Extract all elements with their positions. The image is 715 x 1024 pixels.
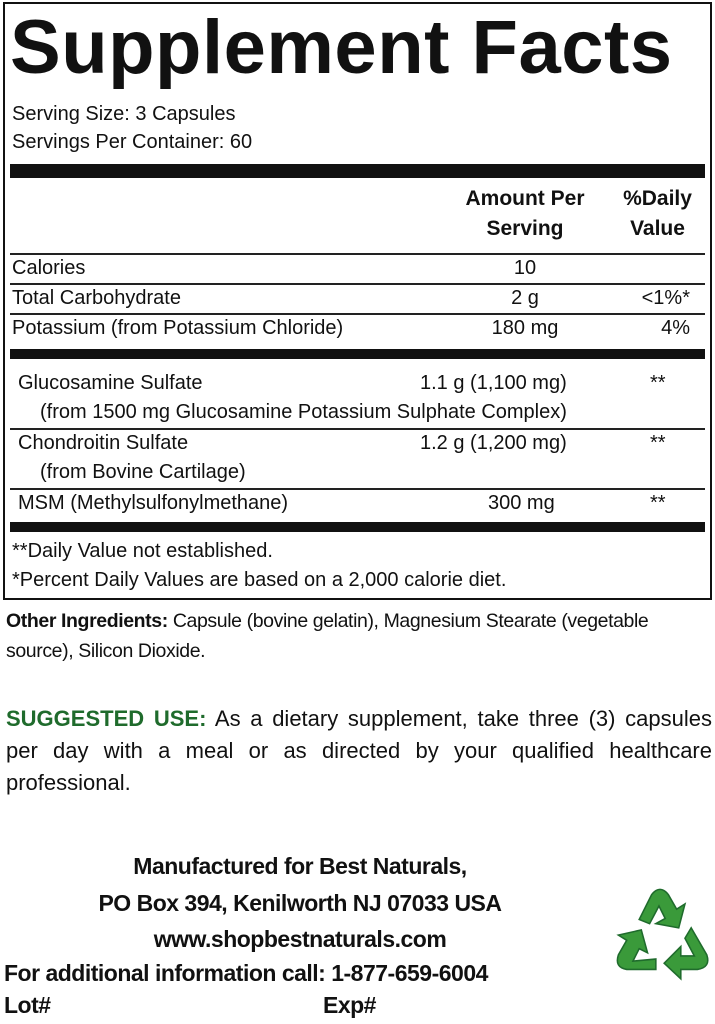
row-amount: 2 g: [511, 287, 539, 309]
manufacturer-address: PO Box 394, Kenilworth NJ 07033 USA: [98, 890, 502, 916]
divider-thick: [10, 349, 705, 359]
website: www.shopbestnaturals.com: [153, 926, 447, 952]
row-subtext: (from 1500 mg Glucosamine Potassium Sulp…: [40, 401, 567, 423]
row-dv: **: [650, 492, 666, 514]
row-amount: 1.1 g (1,100 mg): [420, 372, 567, 394]
row-subtext: (from Bovine Cartilage): [40, 461, 246, 483]
exp-label: Exp#: [323, 992, 376, 1018]
row-dv: **: [650, 432, 666, 454]
row-name: MSM (Methylsulfonylmethane): [18, 492, 289, 514]
amount-header: Amount Per Serving: [440, 184, 610, 244]
supplement-facts-panel: [3, 2, 712, 600]
amount-header-line1: Amount Per: [465, 187, 585, 210]
divider: [10, 428, 705, 430]
dv-header-line1: %Daily: [623, 187, 692, 210]
recycle-icon: [616, 888, 709, 981]
row-dv: <1%*: [641, 287, 690, 309]
other-ingredients: Other Ingredients: Capsule (bovine gelat…: [6, 606, 711, 666]
row-name: Total Carbohydrate: [12, 287, 181, 309]
phone-info: For additional information call: 1-877-6…: [4, 960, 488, 986]
panel-title: Supplement Facts: [10, 5, 673, 90]
row-name: Potassium (from Potassium Chloride): [12, 317, 344, 339]
row-amount: 10: [513, 257, 537, 279]
dv-header-line2: Value: [630, 217, 685, 240]
divider: [10, 283, 705, 285]
row-amount: 180 mg: [491, 317, 559, 339]
serving-size: Serving Size: 3 Capsules: [12, 103, 236, 125]
row-name: Chondroitin Sulfate: [18, 432, 189, 454]
row-amount: 1.2 g (1,200 mg): [420, 432, 567, 454]
suggested-use: SUGGESTED USE: As a dietary supplement, …: [6, 703, 712, 799]
manufacturer-line: Manufactured for Best Naturals,: [133, 853, 467, 879]
daily-value-header: %Daily Value: [605, 184, 710, 244]
divider: [10, 313, 705, 315]
divider: [10, 488, 705, 490]
row-name: Calories: [12, 257, 86, 279]
footnote: **Daily Value not established.: [12, 540, 273, 562]
divider: [10, 253, 705, 255]
servings-per-container: Servings Per Container: 60: [12, 131, 253, 153]
suggested-use-text: As a dietary supplement, take three (3) …: [6, 706, 713, 795]
footnote: *Percent Daily Values are based on a 2,0…: [12, 569, 507, 591]
lot-label: Lot#: [4, 992, 51, 1018]
suggested-use-label: SUGGESTED USE:: [6, 706, 207, 731]
other-ingredients-text: Capsule (bovine gelatin), Magnesium Stea…: [6, 610, 649, 662]
row-amount: 300 mg: [488, 492, 555, 514]
row-dv: **: [650, 372, 666, 394]
divider-thick: [10, 164, 705, 178]
other-ingredients-label: Other Ingredients:: [6, 610, 168, 632]
row-name: Glucosamine Sulfate: [18, 372, 203, 394]
divider-thick: [10, 522, 705, 532]
row-dv: 4%: [661, 317, 690, 339]
amount-header-line2: Serving: [486, 217, 564, 240]
